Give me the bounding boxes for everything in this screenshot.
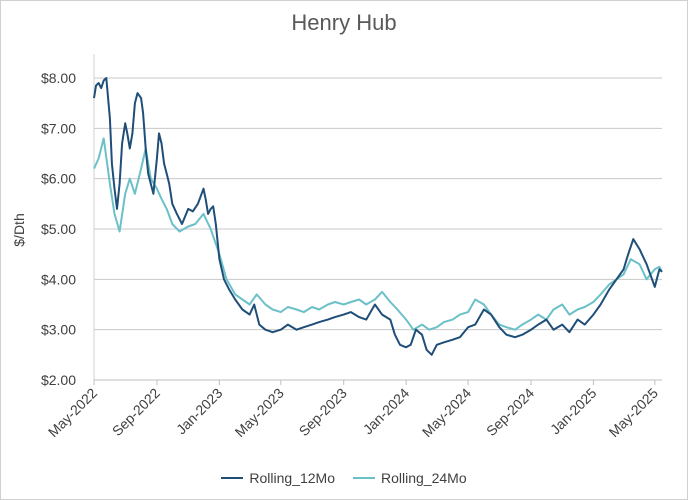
- legend-swatch-rolling-12mo: [221, 477, 244, 479]
- y-tick-label: $3.00: [41, 322, 76, 338]
- y-tick-label: $8.00: [41, 70, 76, 86]
- legend-item-rolling-12mo: Rolling_12Mo: [221, 470, 335, 486]
- x-tick-label: Jan-2025: [547, 385, 600, 438]
- legend-swatch-rolling-24mo: [353, 477, 375, 479]
- y-tick-label: $2.00: [41, 372, 76, 388]
- x-tick-label: Sep-2023: [296, 385, 350, 439]
- y-tick-label: $6.00: [41, 171, 76, 187]
- x-tick-label: Jan-2024: [360, 385, 413, 438]
- x-tick-label: May-2022: [45, 385, 100, 440]
- series-lines: [93, 77, 663, 356]
- x-tick-label: Sep-2024: [483, 385, 537, 439]
- x-tick-label: May-2025: [606, 385, 661, 440]
- x-tick-label: Sep-2022: [109, 385, 163, 439]
- legend: Rolling_12Mo Rolling_24Mo: [0, 470, 688, 486]
- chart-title: Henry Hub: [291, 10, 397, 35]
- x-tick-label: Jan-2023: [173, 385, 226, 438]
- series-line-rolling-12mo: [93, 77, 663, 356]
- x-tick-label: May-2024: [419, 385, 474, 440]
- series-line-rolling-24mo: [93, 137, 663, 331]
- y-axis-label: $/Dth: [11, 213, 27, 246]
- y-axis-ticks: $2.00 $3.00 $4.00 $5.00 $6.00 $7.00 $8.00: [41, 70, 76, 388]
- x-tick-label: May-2023: [232, 385, 287, 440]
- legend-item-rolling-24mo: Rolling_24Mo: [353, 470, 467, 486]
- y-tick-label: $5.00: [41, 221, 76, 237]
- legend-label-rolling-12mo: Rolling_12Mo: [249, 470, 335, 486]
- legend-label-rolling-24mo: Rolling_24Mo: [381, 470, 467, 486]
- y-tick-label: $4.00: [41, 271, 76, 287]
- gridlines: [93, 54, 662, 381]
- y-tick-label: $7.00: [41, 120, 76, 136]
- x-axis-ticks: May-2022 Sep-2022 Jan-2023 May-2023 Sep-2023…: [45, 380, 661, 440]
